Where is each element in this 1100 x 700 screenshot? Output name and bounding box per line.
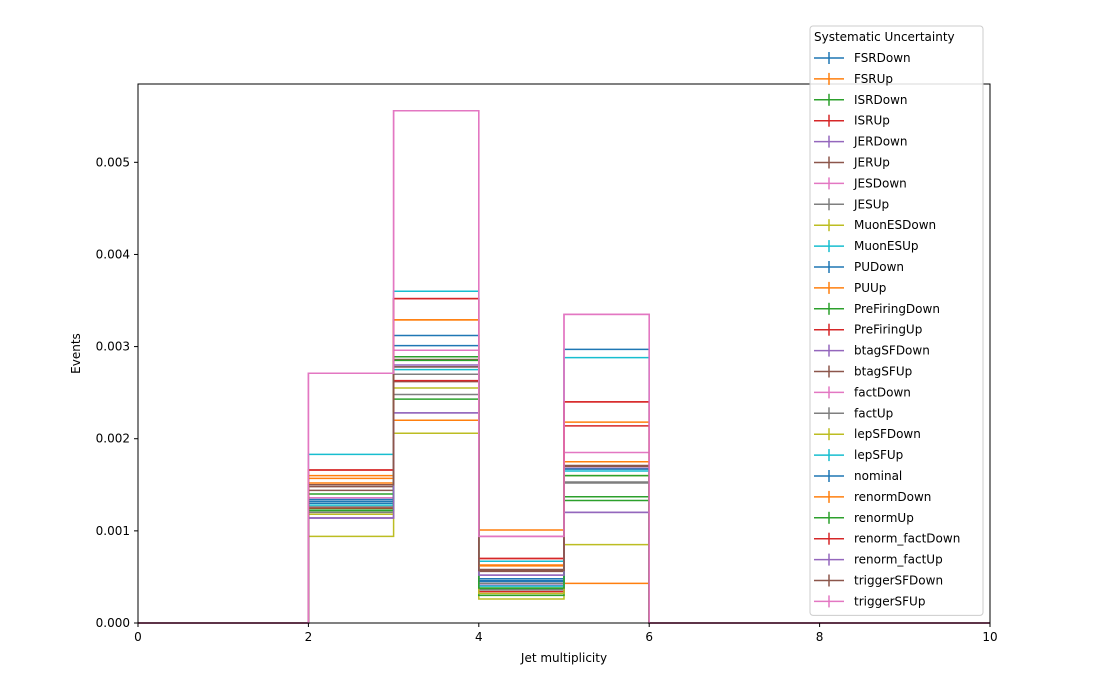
legend-item: lepSFUp (814, 448, 903, 462)
legend-item: PUUp (814, 281, 886, 295)
legend-label: JESUp (853, 197, 889, 211)
legend-label: ISRUp (854, 114, 890, 128)
legend-item: triggerSFDown (814, 574, 943, 588)
legend-item: lepSFDown (814, 427, 921, 441)
legend-box (809, 25, 984, 616)
legend-label: renormDown (854, 490, 931, 504)
y-axis: 0.000 0.001 0.002 0.003 0.004 0.005 (96, 155, 138, 630)
legend-label: JERDown (853, 135, 907, 149)
legend-item: FSRDown (814, 51, 911, 65)
legend-item: triggerSFUp (814, 594, 925, 608)
legend-item: renormUp (814, 511, 914, 525)
legend-item: ISRUp (814, 114, 890, 128)
legend-item: btagSFDown (814, 344, 930, 358)
legend-item: factUp (814, 406, 893, 420)
legend-label: renorm_factDown (854, 532, 960, 546)
legend-label: lepSFUp (854, 448, 903, 462)
legend-label: PUUp (854, 281, 886, 295)
legend-item: renorm_factDown (814, 532, 960, 546)
y-tick-label: 0.002 (96, 432, 130, 446)
x-tick-label: 2 (305, 630, 313, 644)
legend-item: MuonESDown (814, 218, 936, 232)
legend-item: JESUp (814, 197, 889, 211)
legend-item: factDown (814, 385, 911, 399)
legend-label: triggerSFUp (854, 594, 925, 608)
legend-label: renorm_factUp (854, 553, 943, 567)
legend-label: JERUp (853, 156, 890, 170)
legend-item: MuonESUp (814, 239, 919, 253)
legend-label: btagSFUp (854, 365, 912, 379)
y-tick-label: 0.001 (96, 524, 130, 538)
legend-item: FSRUp (814, 72, 893, 86)
y-axis-label: Events (69, 333, 83, 374)
legend-label: JESDown (853, 176, 907, 190)
legend-label: lepSFDown (854, 427, 921, 441)
legend-label: nominal (854, 469, 902, 483)
legend-label: MuonESUp (854, 239, 919, 253)
legend-item: JERDown (814, 135, 907, 149)
legend-label: FSRDown (854, 51, 911, 65)
legend-item: JERUp (814, 156, 890, 170)
legend-label: triggerSFDown (854, 574, 943, 588)
legend-item: renorm_factUp (814, 553, 943, 567)
axes-frame (137, 83, 991, 624)
legend-label: MuonESDown (854, 218, 936, 232)
legend-item: ISRDown (814, 93, 908, 107)
x-axis: 0 2 4 6 8 10 (134, 623, 998, 644)
x-tick-label: 6 (645, 630, 653, 644)
legend-label: btagSFDown (854, 344, 930, 358)
y-tick-label: 0.000 (96, 616, 130, 630)
legend-label: PUDown (854, 260, 904, 274)
legend-item: PUDown (814, 260, 904, 274)
legend-title: Systematic Uncertainty (814, 30, 955, 44)
x-tick-label: 8 (816, 630, 824, 644)
legend-item: PreFiringDown (814, 302, 940, 316)
legend-label: PreFiringUp (854, 323, 922, 337)
x-axis-label: Jet multiplicity (520, 651, 607, 665)
legend-items: FSRDown FSRUp ISRDown ISRUp JERDown JERUp JESD… (814, 51, 960, 608)
y-tick-label: 0.005 (96, 155, 130, 169)
legend-label: ISRDown (854, 93, 908, 107)
y-tick-label: 0.004 (96, 247, 130, 261)
legend-label: factDown (854, 385, 911, 399)
legend-label: factUp (854, 406, 893, 420)
legend: Systematic Uncertainty FSRDown FSRUp ISRDo… (809, 25, 984, 616)
legend-item: nominal (814, 469, 902, 483)
legend-label: PreFiringDown (854, 302, 940, 316)
legend-item: JESDown (814, 176, 907, 190)
legend-item: PreFiringUp (814, 323, 922, 337)
legend-label: renormUp (854, 511, 914, 525)
y-tick-label: 0.003 (96, 340, 130, 354)
legend-item: renormDown (814, 490, 931, 504)
x-tick-label: 0 (134, 630, 142, 644)
x-tick-label: 10 (982, 630, 997, 644)
x-tick-label: 4 (475, 630, 483, 644)
legend-label: FSRUp (854, 72, 893, 86)
legend-item: btagSFUp (814, 365, 912, 379)
